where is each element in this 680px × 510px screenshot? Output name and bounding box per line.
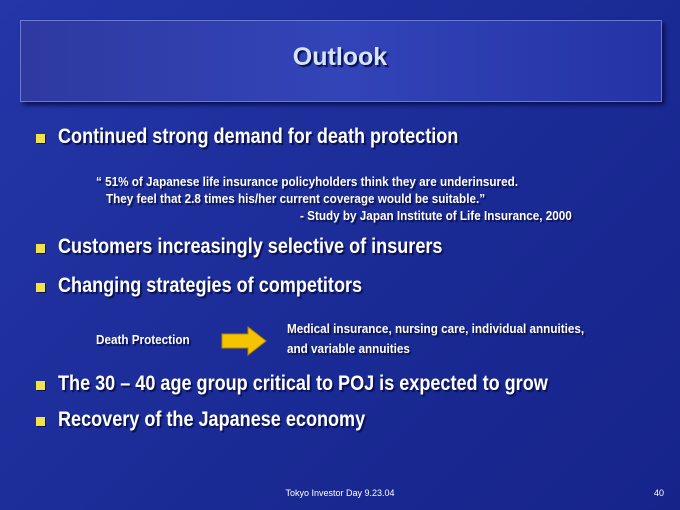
- quote-line: They feel that 2.8 times his/her current…: [106, 191, 486, 206]
- arrow-shape: [221, 325, 267, 357]
- bullet-text: Continued strong demand for death protec…: [58, 125, 459, 148]
- shift-to: and variable annuities: [287, 341, 410, 356]
- arrow: [221, 325, 267, 357]
- bullet-marker: [36, 381, 45, 390]
- bullet-text: Recovery of the Japanese economy: [58, 408, 366, 431]
- bullet-marker: [36, 417, 45, 426]
- shift-to: Medical insurance, nursing care, individ…: [287, 321, 585, 336]
- bullet-marker: [36, 283, 45, 292]
- bullet-text: The 30 – 40 age group critical to POJ is…: [58, 372, 548, 395]
- bullet-text: Changing strategies of competitors: [58, 274, 363, 297]
- bullet-text: Customers increasingly selective of insu…: [58, 235, 443, 258]
- quote-line: “ 51% of Japanese life insurance policyh…: [96, 174, 518, 189]
- page-number: 40: [654, 488, 665, 498]
- slide-title: Outlook: [292, 43, 388, 71]
- bullet-marker: [36, 244, 45, 253]
- quote-source: - Study by Japan Institute of Life Insur…: [300, 208, 572, 223]
- shift-from: Death Protection: [96, 332, 190, 347]
- title-banner: [20, 20, 662, 102]
- bullet-marker: [36, 134, 45, 143]
- footer-text: Tokyo Investor Day 9.23.04: [285, 488, 395, 498]
